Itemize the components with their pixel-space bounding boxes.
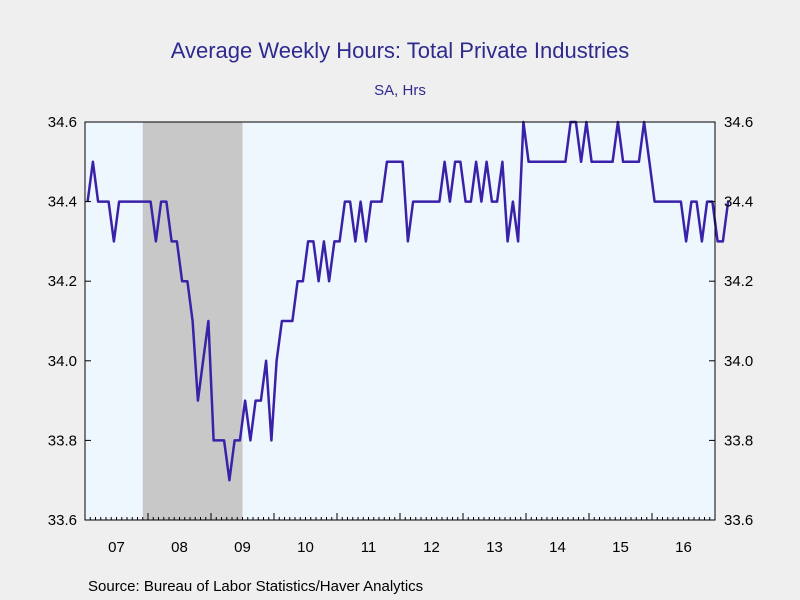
x-tick-label: 11 [361, 539, 377, 556]
x-tick-label: 08 [171, 539, 188, 556]
y-tick-label-left: 33.6 [48, 512, 77, 529]
y-tick-label-left: 34.4 [48, 194, 77, 211]
y-tick-label-right: 33.6 [724, 512, 753, 529]
x-tick-label: 12 [423, 539, 440, 556]
chart-title: Average Weekly Hours: Total Private Indu… [170, 38, 630, 63]
y-tick-label-left: 34.6 [48, 114, 77, 131]
series-line-0 [86, 120, 730, 482]
y-tick-label-left: 34.0 [48, 353, 77, 370]
y-tick-label-right: 34.0 [724, 353, 753, 370]
x-tick-label: 15 [612, 539, 629, 556]
y-tick-label-right: 34.6 [724, 114, 753, 131]
y-tick-label-left: 34.2 [48, 273, 77, 290]
source-note: Source: Bureau of Labor Statistics/Haver… [88, 578, 424, 595]
y-tick-label-right: 34.4 [724, 194, 753, 211]
x-tick-label: 10 [297, 539, 314, 556]
x-tick-label: 14 [549, 539, 566, 556]
x-tick-label: 09 [234, 539, 251, 556]
y-tick-label-left: 33.8 [48, 432, 77, 449]
x-tick-label: 16 [675, 539, 692, 556]
x-tick-label: 07 [108, 539, 125, 556]
x-tick-label: 13 [486, 539, 503, 556]
y-tick-label-right: 34.2 [724, 273, 753, 290]
chart-subtitle: SA, Hrs [374, 82, 426, 99]
y-tick-label-right: 33.8 [724, 432, 753, 449]
